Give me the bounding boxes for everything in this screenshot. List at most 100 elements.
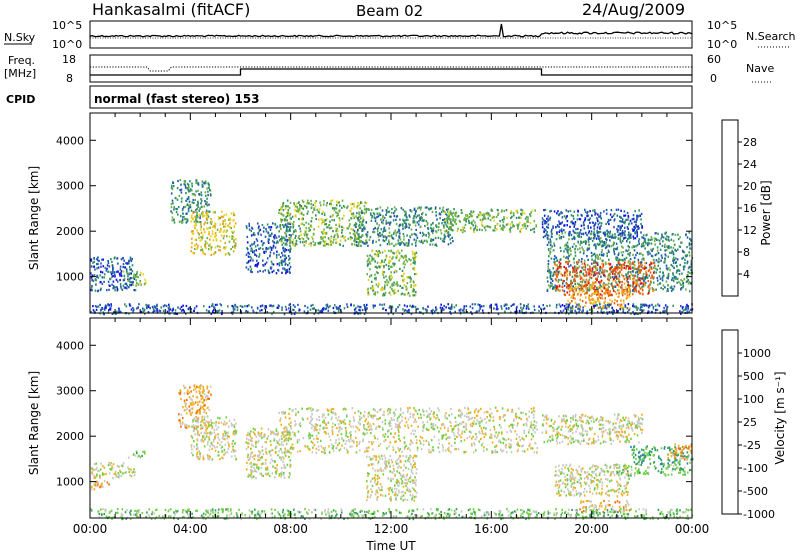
cell — [620, 235, 622, 238]
cell — [601, 240, 603, 243]
cell — [578, 308, 581, 311]
cell — [232, 245, 234, 249]
cell — [373, 292, 375, 296]
cell — [458, 309, 461, 312]
cell — [283, 260, 286, 263]
cell — [412, 294, 414, 297]
cell — [281, 263, 283, 266]
cell — [471, 222, 473, 225]
cell — [503, 209, 506, 213]
cell — [641, 243, 643, 246]
cell — [225, 213, 228, 216]
cell — [189, 204, 192, 207]
cell — [93, 463, 96, 466]
cell — [601, 294, 603, 297]
cell — [567, 287, 570, 290]
cell — [337, 308, 340, 311]
cell — [391, 306, 394, 309]
cell — [594, 223, 596, 226]
cell — [669, 286, 672, 289]
cell — [429, 243, 431, 246]
cell — [199, 392, 201, 395]
cell — [617, 283, 620, 287]
cell — [91, 471, 93, 474]
cell — [379, 213, 382, 216]
cell — [324, 244, 326, 247]
cell — [595, 261, 597, 264]
cell — [432, 238, 435, 241]
cell — [278, 235, 280, 238]
cell — [675, 249, 677, 252]
cell — [468, 219, 470, 222]
cell — [304, 304, 306, 308]
cell — [629, 265, 632, 268]
cell — [241, 305, 244, 308]
cell — [351, 236, 353, 240]
cell — [388, 276, 391, 279]
cell — [661, 279, 664, 282]
cell — [210, 312, 213, 315]
cell — [108, 304, 110, 307]
cell — [222, 230, 225, 233]
cell — [466, 214, 469, 217]
cell — [218, 309, 221, 312]
cell — [567, 249, 570, 252]
cell — [186, 218, 189, 221]
cell — [615, 276, 618, 279]
cell — [383, 303, 386, 306]
cell — [177, 206, 180, 209]
cell — [358, 236, 361, 239]
cell — [576, 214, 579, 217]
cell — [573, 248, 576, 251]
cell — [179, 214, 182, 218]
cell — [366, 254, 369, 257]
cell — [618, 232, 621, 235]
cell — [355, 225, 357, 228]
cell — [259, 228, 262, 231]
cell — [130, 475, 133, 478]
cell — [437, 236, 440, 239]
cell — [257, 227, 260, 230]
cell — [510, 212, 512, 215]
cell — [632, 303, 635, 306]
cell — [383, 240, 386, 243]
cell — [547, 226, 550, 229]
cell — [631, 218, 634, 221]
cell — [96, 480, 98, 483]
cell — [399, 284, 401, 288]
cell — [381, 272, 384, 276]
cell — [232, 235, 235, 238]
cell — [382, 235, 385, 239]
cell — [654, 267, 657, 270]
cell — [404, 263, 406, 266]
cell — [446, 210, 449, 214]
cell — [200, 202, 202, 205]
cell — [605, 262, 607, 266]
cell — [602, 307, 605, 310]
cell — [637, 273, 639, 276]
cell — [578, 288, 581, 291]
cell — [665, 231, 667, 234]
cell — [195, 238, 198, 242]
cell — [454, 214, 457, 217]
cell — [115, 270, 118, 274]
cell — [272, 222, 274, 225]
cell — [193, 403, 195, 406]
cell — [96, 275, 98, 278]
cell — [137, 283, 140, 286]
power-marks — [90, 179, 694, 316]
cell — [690, 259, 693, 262]
cell — [579, 251, 582, 254]
cell — [166, 310, 169, 313]
cell — [609, 268, 611, 271]
cell — [605, 222, 607, 225]
cell — [329, 238, 331, 242]
cell — [603, 241, 605, 244]
colorbar-tick-label: 8 — [743, 246, 750, 259]
cell — [195, 181, 197, 185]
cell — [391, 282, 394, 285]
cell — [305, 206, 308, 209]
cell — [299, 205, 301, 208]
cell — [376, 261, 379, 264]
cell — [555, 270, 557, 273]
